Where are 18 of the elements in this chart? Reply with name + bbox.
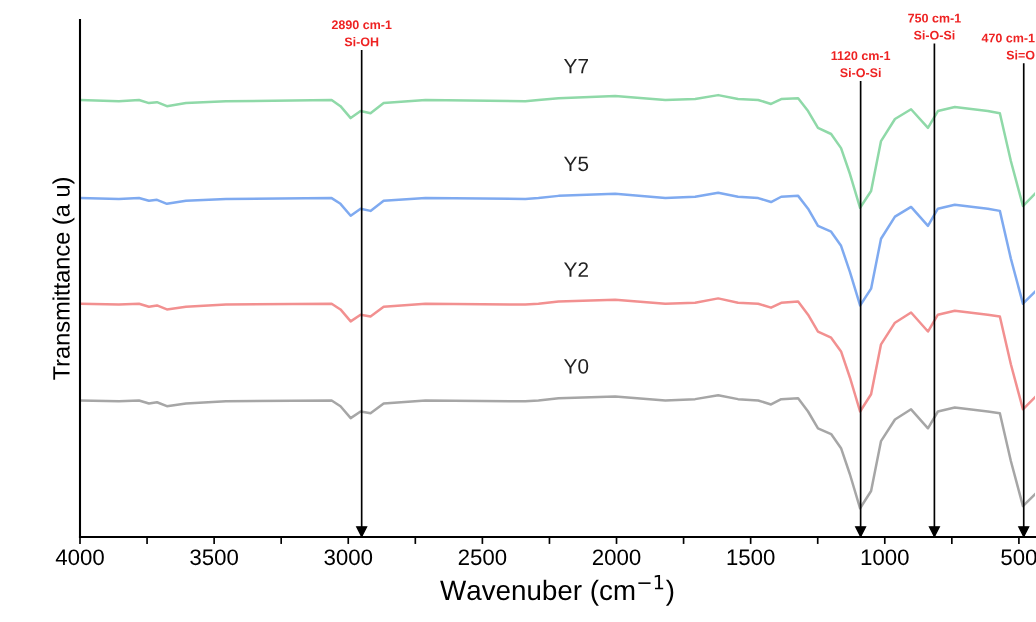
series-label: Y5 (564, 156, 589, 172)
y-axis-title: Transmittance (a u) (52, 178, 75, 380)
series-label: Y7 (564, 58, 588, 74)
x-tick-label: 4000 (55, 549, 104, 566)
x-tick-label: 2000 (592, 549, 641, 566)
ref-line-label: 2890 cm-1 Si-OH (331, 20, 392, 47)
x-tick-label: 2500 (458, 549, 507, 566)
ref-line-label: 1120 cm-1 Si-O-Si (831, 51, 891, 78)
ref-line-label: 470 cm-1 Si=O (981, 33, 1035, 60)
x-tick-label: 3500 (190, 549, 238, 566)
series-label: Y0 (564, 358, 589, 374)
x-tick-label: 1500 (727, 549, 775, 566)
x-axis-title: Wavenuber (cm$^{−1}$) (440, 575, 674, 606)
x-tick-label: 1000 (861, 549, 909, 566)
series-label: Y2 (564, 262, 588, 277)
ref-line-label: 750 cm-1 Si-O-Si (908, 13, 961, 40)
x-tick-label: 3000 (324, 549, 373, 566)
x-tick-label: 500 (1001, 549, 1036, 566)
